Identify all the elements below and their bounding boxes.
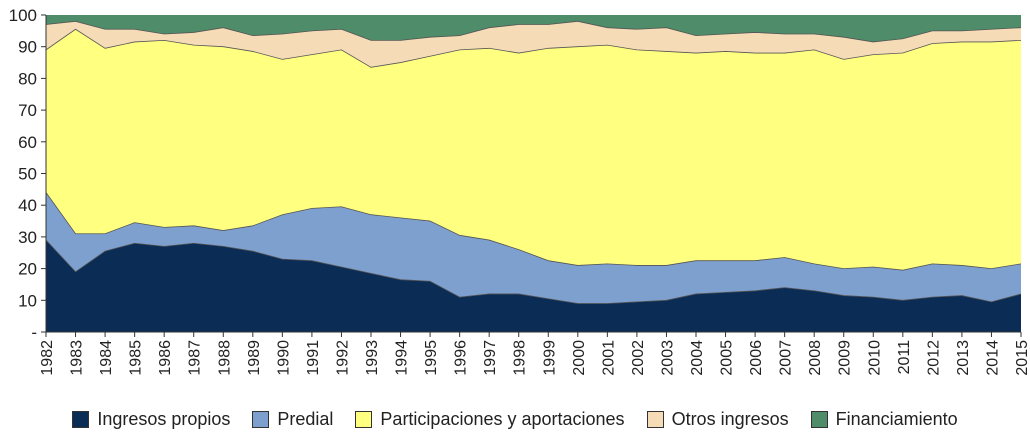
y-tick-label: 80 [18,69,37,88]
y-tick-label: 40 [18,196,37,215]
y-tick-label: 100 [9,6,37,25]
x-tick-label: 1983 [69,340,86,376]
legend-label: Predial [277,408,334,429]
x-tick-label: 2008 [807,340,824,376]
legend-swatch [72,410,90,428]
legend-item: Predial [252,409,333,430]
chart-legend: Ingresos propios Predial Participaciones y… [0,404,1030,434]
legend-item: Ingresos propios [72,409,230,430]
chart-areas [45,15,1022,332]
x-tick-label: 1984 [98,340,115,376]
x-tick-label: 1986 [157,340,174,376]
y-axis-ticks: - 10 20 30 40 50 60 70 80 90 100 [9,6,46,342]
x-tick-label: 2002 [630,340,647,376]
x-tick-label: 1989 [246,340,263,376]
x-tick-label: 2007 [778,340,795,376]
x-tick-label: 2010 [866,340,883,376]
x-tick-label: 2015 [1014,340,1030,376]
y-tick-label: 20 [18,260,37,279]
x-tick-label: 2003 [659,340,676,376]
x-tick-label: 1988 [216,340,233,376]
y-tick-label: 90 [18,38,37,57]
boundary-line [45,239,1022,304]
y-tick-label: 30 [18,228,37,247]
legend-item: Financiamiento [810,408,958,430]
x-tick-label: 1994 [394,340,411,376]
x-tick-label: 2009 [837,340,854,376]
x-tick-label: 1985 [128,340,145,376]
x-tick-label: 1999 [541,340,558,376]
x-tick-label: 2000 [571,340,588,376]
x-tick-label: 2005 [719,340,736,376]
boundary-line [45,20,1022,43]
x-tick-label: 1982 [39,340,56,376]
x-tick-label: 1987 [187,340,204,376]
x-tick-label: 2012 [925,340,942,376]
x-tick-label: 2014 [984,340,1001,376]
x-tick-label: 1996 [453,340,470,376]
legend-label: Financiamiento [835,408,958,429]
y-tick-label: - [31,323,37,342]
x-tick-label: 2006 [748,340,765,376]
legend-swatch [355,410,373,428]
x-axis-ticks: 1982 1983 1984 1985 1986 1987 1988 1989 1990 1991… [39,332,1030,376]
legend-item: Otros ingresos [646,408,789,430]
boundary-line [45,192,1022,271]
x-tick-label: 2013 [955,340,972,376]
x-tick-label: 2004 [689,340,706,376]
y-tick-label: 50 [18,165,37,184]
x-tick-label: 1991 [305,340,322,376]
x-tick-label: 1995 [423,340,440,376]
x-tick-label: 2011 [896,340,913,375]
area-financiamiento [46,15,1021,42]
area-ingresos-propios [46,240,1021,332]
x-tick-label: 1993 [364,340,381,376]
legend-swatch [646,410,664,428]
x-tick-label: 1997 [482,340,499,376]
x-tick-label: 1992 [334,340,351,376]
x-tick-label: 1990 [275,340,292,376]
legend-item: Participaciones y aportaciones [355,408,625,430]
legend-swatch [252,410,270,428]
area-participaciones-y-aportaciones [46,29,1021,271]
x-tick-label: 1998 [512,340,529,376]
area-predial [46,192,1021,304]
boundary-line [45,28,1022,68]
y-tick-label: 60 [18,133,37,152]
legend-label: Otros ingresos [671,408,789,429]
area-otros-ingresos [46,21,1021,68]
y-tick-label: 10 [18,291,37,310]
legend-label: Participaciones y aportaciones [380,408,625,429]
legend-label: Ingresos propios [97,408,231,429]
x-tick-label: 2001 [600,340,617,376]
legend-swatch [810,410,828,428]
y-tick-label: 70 [18,101,37,120]
